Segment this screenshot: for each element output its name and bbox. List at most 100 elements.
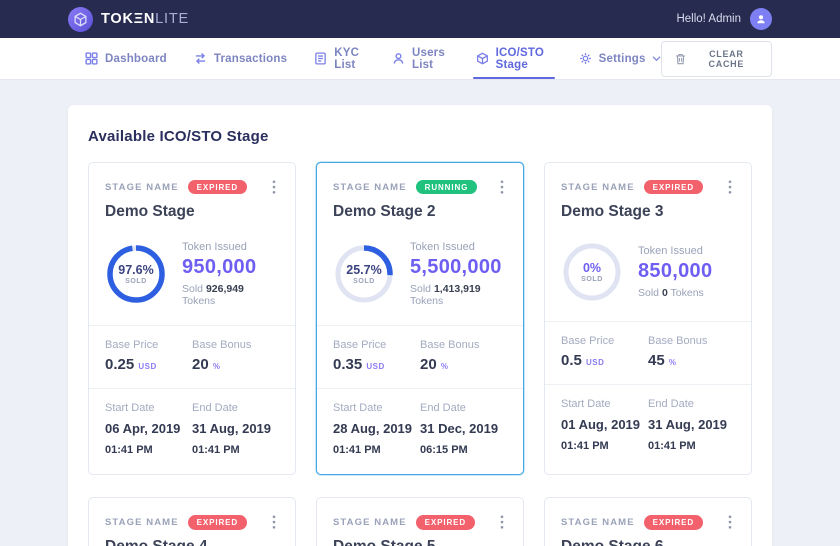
stage-card-demo-stage-2: STAGE NAME RUNNING Demo Stage 2 25.7% SO…: [316, 162, 524, 476]
gear-icon: [579, 52, 592, 65]
stage-name-label: STAGE NAME: [333, 516, 407, 528]
base-bonus-value: 20 %: [192, 356, 221, 373]
base-bonus-label: Base Bonus: [420, 339, 480, 351]
clear-cache-label: CLEAR CACHE: [708, 48, 745, 69]
stage-card-demo-stage-5: STAGE NAME EXPIRED Demo Stage 5 0% SOLD: [316, 497, 524, 546]
base-bonus-label: Base Bonus: [648, 335, 708, 347]
base-price-value: 0.25 USD: [105, 356, 157, 373]
token-issued-label: Token Issued: [410, 241, 475, 253]
stage-title: Demo Stage 4: [105, 538, 279, 546]
status-badge: EXPIRED: [643, 515, 704, 530]
start-date-value: 06 Apr, 2019 01:41 PM: [105, 421, 181, 457]
sold-tokens-line: Sold 1,413,919 Tokens: [410, 283, 481, 307]
sold-percent: 97.6%: [118, 263, 154, 277]
grid-icon: [85, 52, 98, 65]
base-price-value: 0.35 USD: [333, 356, 385, 373]
tokenlite-logo-icon: [68, 6, 93, 32]
kebab-menu-icon[interactable]: [497, 513, 507, 531]
end-date-label: End Date: [192, 402, 238, 414]
sold-donut-chart: 25.7% SOLD: [333, 243, 395, 305]
sold-percent: 25.7%: [346, 263, 382, 277]
top-header: TOKΞNLITE Hello! Admin: [0, 0, 840, 38]
stage-cards-grid: STAGE NAME EXPIRED Demo Stage 97.6% SOLD: [88, 162, 752, 546]
nav-kyc-list[interactable]: KYC List: [314, 38, 365, 79]
sold-label: SOLD: [581, 276, 603, 283]
trash-icon: [675, 53, 686, 65]
user-avatar[interactable]: [750, 8, 772, 30]
clear-cache-button[interactable]: CLEAR CACHE: [660, 40, 772, 77]
status-badge: EXPIRED: [187, 515, 248, 530]
nav-transactions[interactable]: Transactions: [194, 38, 287, 79]
status-badge: RUNNING: [415, 179, 478, 195]
sold-donut-chart: 97.6% SOLD: [105, 243, 167, 305]
sold-amount: 0: [661, 287, 668, 299]
nav-dashboard[interactable]: Dashboard: [85, 38, 167, 79]
token-issued-value: 950,000: [182, 256, 257, 278]
percent-unit: %: [212, 362, 221, 371]
stage-name-label: STAGE NAME: [561, 516, 635, 528]
stage-title: Demo Stage 5: [333, 538, 507, 546]
sold-tokens-line: Sold 926,949 Tokens: [182, 283, 244, 307]
start-date-label: Start Date: [105, 402, 155, 414]
nav-label: ICO/STO Stage: [495, 46, 545, 71]
stage-card-demo-stage: STAGE NAME EXPIRED Demo Stage 97.6% SOLD: [88, 162, 296, 476]
sold-tokens-line: Sold 0 Tokens: [638, 287, 704, 299]
content-panel: Available ICO/STO Stage STAGE NAME EXPIR…: [68, 105, 772, 546]
sold-percent: 0%: [582, 261, 602, 275]
base-price-label: Base Price: [561, 335, 615, 347]
stage-card-demo-stage-3: STAGE NAME EXPIRED Demo Stage 3 0% SOLD: [544, 162, 752, 476]
sold-amount: 926,949: [205, 283, 244, 295]
main-navbar: Dashboard Transactions K: [0, 38, 840, 79]
start-date-label: Start Date: [561, 398, 611, 410]
currency-unit: USD: [586, 358, 605, 367]
status-badge: EXPIRED: [415, 515, 476, 530]
currency-unit: USD: [366, 362, 385, 371]
stage-name-label: STAGE NAME: [561, 181, 635, 193]
nav-label: Transactions: [213, 52, 288, 65]
brand[interactable]: TOKΞNLITE: [68, 6, 189, 32]
end-date-label: End Date: [420, 402, 466, 414]
end-date-value: 31 Aug, 2019 01:41 PM: [192, 421, 272, 457]
stage-name-label: STAGE NAME: [105, 516, 179, 528]
sold-amount: 1,413,919: [433, 283, 481, 295]
nav-users-list[interactable]: Users List: [392, 38, 449, 79]
kebab-menu-icon[interactable]: [725, 178, 735, 196]
stage-name-label: STAGE NAME: [333, 181, 407, 193]
end-date-value: 31 Aug, 2019 01:41 PM: [648, 417, 728, 453]
greeting-text: Hello! Admin: [676, 13, 741, 25]
base-price-value: 0.5 USD: [561, 352, 605, 369]
currency-unit: USD: [138, 362, 157, 371]
base-bonus-value: 45 %: [648, 352, 677, 369]
token-issued-value: 850,000: [638, 260, 713, 282]
logo-lite: LITE: [155, 11, 189, 27]
kebab-menu-icon[interactable]: [269, 178, 279, 196]
nav-label: Dashboard: [105, 52, 167, 65]
stage-title: Demo Stage: [105, 203, 195, 220]
end-date-value: 31 Dec, 2019 06:15 PM: [420, 421, 499, 457]
token-issued-value: 5,500,000: [410, 256, 502, 278]
sold-label: SOLD: [125, 278, 147, 285]
token-issued-label: Token Issued: [182, 241, 247, 253]
sold-label: SOLD: [353, 278, 375, 285]
base-price-label: Base Price: [333, 339, 387, 351]
user-icon: [392, 52, 405, 65]
nav-ico-sto-stage[interactable]: ICO/STO Stage: [472, 38, 555, 79]
kebab-menu-icon[interactable]: [725, 513, 735, 531]
stage-title: Demo Stage 3: [561, 203, 664, 220]
status-badge: EXPIRED: [643, 179, 704, 195]
status-badge: EXPIRED: [187, 179, 248, 195]
stage-card-demo-stage-4: STAGE NAME EXPIRED Demo Stage 4 0% SOLD: [88, 497, 296, 546]
sold-donut-chart: 0% SOLD: [561, 241, 623, 303]
kebab-menu-icon[interactable]: [269, 513, 279, 531]
nav-settings[interactable]: Settings: [579, 38, 661, 79]
percent-unit: %: [668, 358, 677, 367]
kebab-menu-icon[interactable]: [497, 178, 507, 196]
base-bonus-value: 20 %: [420, 356, 449, 373]
start-date-value: 28 Aug, 2019 01:41 PM: [333, 421, 413, 457]
swap-arrows-icon: [194, 52, 207, 65]
nav-label: Users List: [411, 46, 445, 71]
start-date-value: 01 Aug, 2019 01:41 PM: [561, 417, 641, 453]
stage-name-label: STAGE NAME: [105, 181, 179, 193]
nav-label: KYC List: [334, 46, 360, 71]
logo-text: TOKΞNLITE: [101, 11, 189, 27]
